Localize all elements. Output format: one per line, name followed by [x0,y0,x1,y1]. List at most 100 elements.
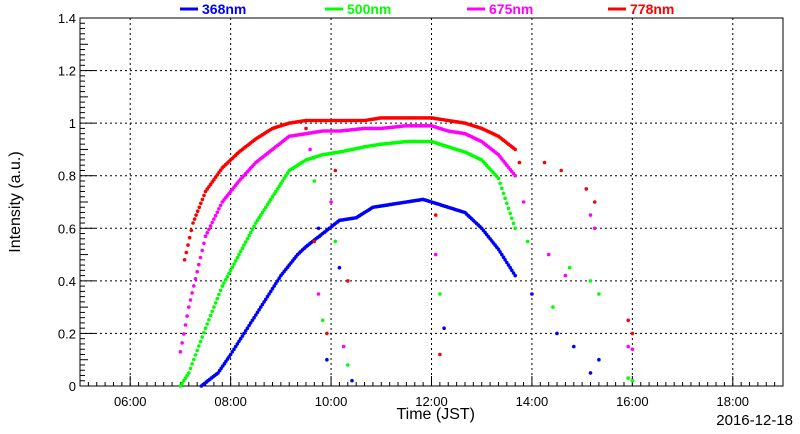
data-marks [178,116,635,388]
data-point [521,200,526,204]
data-point [186,243,190,247]
scatter-burst [312,179,635,383]
data-point [262,300,266,304]
data-point [257,308,261,312]
legend-label: 675nm [489,1,533,17]
y-tick-label: 0.4 [58,274,76,289]
date-label: 2016-12-18 [716,412,793,429]
data-point [316,292,321,296]
data-point [255,310,260,315]
data-point [267,200,271,204]
data-point [188,366,193,371]
data-point [198,255,203,260]
data-point [264,297,268,302]
data-point [572,344,576,349]
data-point [255,218,260,223]
data-point [237,252,241,257]
data-point [200,335,204,339]
data-point [517,160,522,165]
data-point [329,200,333,204]
data-point [501,255,506,259]
data-point [546,252,551,257]
data-point [243,240,248,244]
data-point [333,239,338,244]
data-point [513,147,517,152]
data-point [277,184,282,188]
data-point [218,288,223,293]
data-point [333,168,338,173]
data-point [252,315,256,320]
data-point [245,237,250,241]
data-point [242,331,246,336]
data-point [205,231,209,235]
data-point [230,265,235,270]
data-point [189,228,194,233]
data-point [588,371,593,375]
data-point [433,213,438,217]
data-point [207,318,211,322]
data-point [257,216,261,220]
scatter-burst [308,147,635,352]
data-point [498,181,502,186]
data-point [626,318,630,323]
x-tick-label: 06:00 [114,394,147,409]
data-point [505,260,509,265]
axis-ticks: 06:00 08:00 10:00 12:00 14:00 16:00 18:00 0 0.2 0… [58,11,784,409]
series-500nm [178,139,517,388]
data-point [511,271,516,275]
data-point [243,329,248,333]
data-point [247,233,251,238]
scatter-burst [316,226,601,383]
legend-label: 368nm [202,1,246,17]
data-point [218,203,223,208]
data-point [563,273,568,278]
data-point [193,277,198,281]
data-point [228,352,233,357]
data-point [195,348,199,353]
data-point [195,269,199,274]
x-tick-label: 08:00 [214,394,247,409]
data-point [182,378,186,383]
y-tick-label: 1 [69,116,76,131]
data-point [247,323,251,328]
data-point [254,221,258,225]
data-point [559,168,563,173]
x-tick-label: 16:00 [616,394,649,409]
data-point [265,202,270,207]
data-point [312,239,317,244]
data-point [308,147,312,152]
data-point [185,314,189,318]
data-point [187,305,191,309]
data-point [270,194,275,199]
data-point [525,239,530,244]
data-point [508,265,512,270]
data-point [192,284,196,288]
data-point [325,357,329,362]
y-tick-label: 1.2 [58,64,76,79]
data-point [212,305,216,309]
data-point [513,226,517,231]
data-point [223,278,228,282]
data-point [180,341,184,345]
data-point [195,209,200,213]
data-point [235,255,240,260]
data-point [438,352,442,357]
data-point [280,179,285,183]
x-tick-label: 12:00 [415,394,448,409]
data-point [182,332,186,336]
data-point [183,376,188,380]
data-point [630,378,635,383]
data-point [279,181,283,186]
data-point [197,262,201,267]
data-point [262,208,266,212]
data-point [433,252,438,257]
data-point [500,252,504,257]
data-point [626,376,630,380]
data-point [597,292,601,296]
data-point [269,197,273,202]
data-point [496,176,501,181]
y-axis-title: Intensity (a.u.) [7,151,24,252]
data-point [210,309,214,314]
data-point [584,187,589,191]
